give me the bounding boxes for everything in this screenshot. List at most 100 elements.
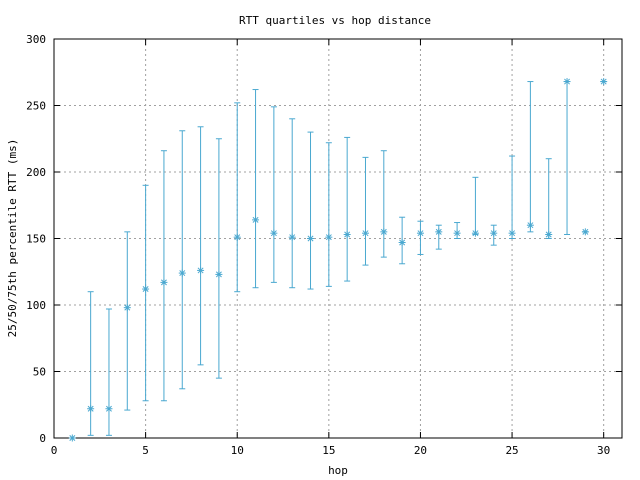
marker-stroke <box>564 78 571 85</box>
x-tick-label: 5 <box>142 444 149 457</box>
marker-stroke <box>252 216 259 223</box>
y-axis-label: 25/50/75th percentile RTT (ms) <box>6 139 19 338</box>
error-bar-hop-7 <box>179 130 186 390</box>
x-tick-label: 0 <box>51 444 58 457</box>
error-bar-hop-9 <box>215 138 222 379</box>
median-marker-hop-25 <box>508 229 516 237</box>
marker-stroke <box>490 230 497 237</box>
y-tick-label: 150 <box>26 233 46 246</box>
marker-stroke <box>380 228 387 235</box>
error-bar-hop-28 <box>564 81 571 236</box>
error-bar-hop-14 <box>307 131 314 290</box>
error-bar-hop-4 <box>124 231 131 411</box>
median-marker-hop-12 <box>270 229 278 237</box>
median-marker-hop-30 <box>600 78 608 86</box>
error-bar-hop-26 <box>527 81 534 233</box>
marker-stroke <box>527 222 534 229</box>
median-marker-hop-18 <box>380 228 388 236</box>
median-marker-hop-14 <box>307 235 315 242</box>
marker-stroke <box>234 234 241 241</box>
y-tick-labels: 0 50 100 150 200 250 300 <box>26 33 46 445</box>
marker-stroke <box>105 405 112 412</box>
x-tick-label: 20 <box>414 444 427 457</box>
marker-stroke <box>289 234 296 241</box>
marker-stroke <box>87 405 94 412</box>
median-marker-hop-10 <box>233 233 241 241</box>
median-marker-hop-24 <box>490 229 498 237</box>
error-bar-hop-27 <box>545 158 552 239</box>
median-marker-hop-13 <box>288 233 296 241</box>
marker-stroke <box>307 235 314 242</box>
marker-stroke <box>545 231 552 238</box>
median-marker-hop-23 <box>471 229 479 237</box>
median-marker-hop-21 <box>435 228 443 236</box>
median-marker-hop-5 <box>142 285 150 293</box>
error-bar-hop-3 <box>105 308 112 436</box>
x-tick-labels: 0 5 10 15 20 25 30 <box>51 444 611 457</box>
error-bar-hop-8 <box>197 126 204 366</box>
x-tick-label: 15 <box>322 444 335 457</box>
marker-stroke <box>142 286 149 293</box>
median-marker-hop-3 <box>105 405 113 413</box>
median-marker-hop-2 <box>87 405 95 413</box>
median-marker-hop-7 <box>178 269 186 277</box>
error-bar-hop-12 <box>270 106 277 283</box>
error-bar-hop-16 <box>344 136 351 282</box>
error-bars <box>69 81 607 439</box>
marker-stroke <box>472 230 479 237</box>
y-tick-label: 0 <box>39 432 46 445</box>
marker-stroke <box>179 270 186 277</box>
marker-stroke <box>454 230 461 237</box>
marker-stroke <box>124 304 131 311</box>
error-bar-hop-5 <box>142 184 149 402</box>
marker-stroke <box>509 230 516 237</box>
marker-stroke <box>197 267 204 274</box>
marker-stroke <box>600 78 607 85</box>
x-tick-label: 30 <box>597 444 610 457</box>
median-marker-hop-11 <box>252 216 260 224</box>
marker-stroke <box>344 231 351 238</box>
median-marker-hop-1 <box>68 434 76 442</box>
error-bar-hop-13 <box>289 118 296 289</box>
x-tick-label: 25 <box>505 444 518 457</box>
error-bar-hop-25 <box>509 155 516 239</box>
marker-stroke <box>215 271 222 278</box>
x-axis-label: hop <box>328 464 348 477</box>
median-marker-hop-6 <box>160 278 168 286</box>
median-marker-hop-15 <box>325 233 333 241</box>
error-bar-hop-11 <box>252 89 259 289</box>
median-marker-hop-29 <box>581 228 589 236</box>
median-marker-hop-28 <box>563 78 571 86</box>
y-tick-label: 50 <box>33 366 46 379</box>
y-tick-label: 250 <box>26 100 46 113</box>
marker-stroke <box>362 230 369 237</box>
y-tick-label: 300 <box>26 33 46 46</box>
median-marker-hop-19 <box>398 238 406 246</box>
marker-stroke <box>69 435 76 441</box>
error-bar-hop-17 <box>362 156 369 266</box>
median-marker-hop-16 <box>343 231 351 239</box>
median-marker-hop-27 <box>545 231 553 239</box>
error-bar-hop-10 <box>234 102 241 293</box>
marker-stroke <box>582 228 589 235</box>
error-bar-hop-15 <box>325 142 332 287</box>
median-marker-hop-26 <box>526 221 534 229</box>
median-marker-hop-20 <box>416 229 424 237</box>
median-marker-hop-17 <box>361 229 369 237</box>
error-bar-hop-2 <box>87 291 94 436</box>
error-bar-hop-18 <box>380 150 387 258</box>
median-marker-hop-9 <box>215 270 223 278</box>
x-tick-label: 10 <box>231 444 244 457</box>
marker-stroke <box>325 234 332 241</box>
marker-stroke <box>270 230 277 237</box>
error-bar-hop-6 <box>160 150 167 402</box>
error-bar-hop-23 <box>472 176 479 236</box>
grid-lines <box>54 39 622 438</box>
marker-stroke <box>160 279 167 286</box>
marker-stroke <box>417 230 424 237</box>
median-marker-hop-8 <box>197 266 205 274</box>
axis-ticks <box>53 38 622 439</box>
y-tick-label: 100 <box>26 299 46 312</box>
chart-title: RTT quartiles vs hop distance <box>239 14 431 27</box>
